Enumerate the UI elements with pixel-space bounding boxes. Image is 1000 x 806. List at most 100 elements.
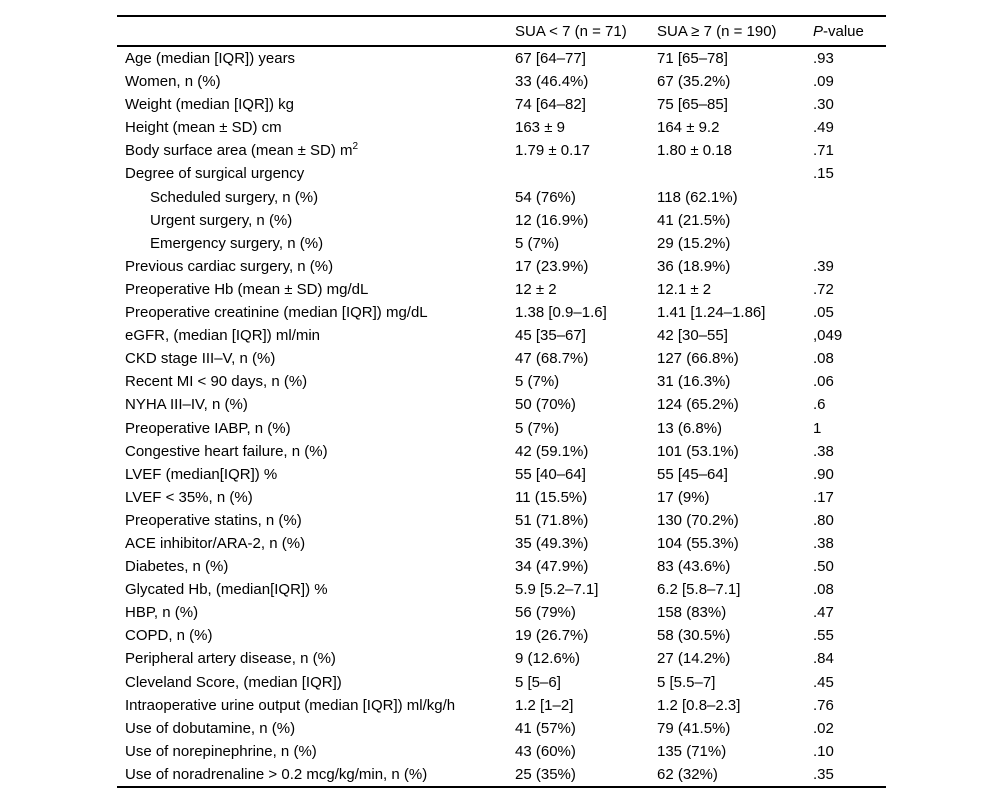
cell-p-value: .10: [813, 742, 834, 760]
row-label: Peripheral artery disease, n (%): [117, 647, 515, 670]
cell-sua-lt7: 51 (71.8%): [515, 511, 589, 529]
table-row: Peripheral artery disease, n (%) 9 (12.6…: [117, 647, 886, 670]
table-row: eGFR, (median [IQR]) ml/min 45 [35–67] 4…: [117, 324, 886, 347]
p-value-suffix: -value: [823, 22, 864, 40]
row-label: eGFR, (median [IQR]) ml/min: [117, 324, 515, 347]
row-label-text: Weight (median [IQR]) kg: [125, 96, 294, 114]
cell-sua-lt7: 25 (35%): [515, 765, 576, 783]
cell-p-value: ,049: [813, 327, 843, 345]
row-label: Degree of surgical urgency: [117, 162, 515, 185]
cell-sua-ge7: 164 ± 9.2: [657, 119, 720, 137]
row-label-text: Degree of surgical urgency: [125, 165, 305, 183]
row-label-text: Use of noradrenaline > 0.2 mcg/kg/min, n…: [125, 765, 428, 783]
cell-sua-ge7: 55 [45–64]: [657, 465, 728, 483]
row-label: Glycated Hb, (median[IQR]) %: [117, 578, 515, 601]
cell-sua-lt7: 55 [40–64]: [515, 465, 586, 483]
table-row: Emergency surgery, n (%) 5 (7%) 29 (15.2…: [117, 232, 886, 255]
row-label-text: CKD stage III–V, n (%): [125, 350, 276, 368]
patient-characteristics-table-container: SUA < 7 (n = 71) SUA ≥ 7 (n = 190) P-val…: [117, 15, 886, 788]
cell-p-value: .93: [813, 50, 834, 67]
row-label: CKD stage III–V, n (%): [117, 347, 515, 370]
row-label-text: ACE inhibitor/ARA-2, n (%): [125, 534, 306, 552]
row-label-text: eGFR, (median [IQR]) ml/min: [125, 327, 321, 345]
table-row: Cleveland Score, (median [IQR]) 5 [5–6] …: [117, 671, 886, 694]
cell-p-value: .90: [813, 465, 834, 483]
cell-sua-lt7: 19 (26.7%): [515, 627, 589, 645]
cell-p-value: .30: [813, 96, 834, 114]
cell-p-value: .06: [813, 373, 834, 391]
cell-p-value: .17: [813, 488, 834, 506]
cell-sua-lt7: 34 (47.9%): [515, 558, 589, 576]
cell-p-value: .38: [813, 534, 834, 552]
cell-p-value: [813, 209, 886, 232]
cell-p-value: .45: [813, 673, 834, 691]
cell-p-value: .39: [813, 257, 834, 275]
cell-p-value: .80: [813, 511, 834, 529]
table-row: Weight (median [IQR]) kg 74 [64–82] 75 […: [117, 93, 886, 116]
row-label-text: COPD, n (%): [125, 627, 213, 645]
cell-p-value: .76: [813, 696, 834, 714]
cell-sua-ge7: 1.41 [1.24–1.86]: [657, 304, 766, 322]
row-label-text: Cleveland Score, (median [IQR]): [125, 673, 342, 691]
row-label: Use of noradrenaline > 0.2 mcg/kg/min, n…: [117, 763, 515, 787]
cell-sua-lt7: 12 (16.9%): [515, 211, 589, 229]
cell-sua-ge7: 6.2 [5.8–7.1]: [657, 581, 741, 599]
cell-sua-ge7: 42 [30–55]: [657, 327, 728, 345]
p-value-italic-p: P: [813, 22, 824, 40]
cell-sua-lt7: 9 (12.6%): [515, 650, 581, 668]
row-label: LVEF < 35%, n (%): [117, 486, 515, 509]
table-row: Urgent surgery, n (%) 12 (16.9%) 41 (21.…: [117, 209, 886, 232]
cell-sua-ge7: 79 (41.5%): [657, 719, 731, 737]
table-row: LVEF (median[IQR]) % 55 [40–64] 55 [45–6…: [117, 463, 886, 486]
table-row: Glycated Hb, (median[IQR]) % 5.9 [5.2–7.…: [117, 578, 886, 601]
cell-sua-ge7: 27 (14.2%): [657, 650, 731, 668]
cell-sua-lt7: 1.38 [0.9–1.6]: [515, 304, 607, 322]
cell-p-value: [813, 232, 886, 255]
row-label-text: Preoperative IABP, n (%): [125, 419, 291, 437]
header-label-column: [117, 16, 515, 46]
cell-sua-ge7: 1.2 [0.8–2.3]: [657, 696, 741, 714]
row-label-text: HBP, n (%): [125, 604, 199, 622]
cell-sua-lt7: 163 ± 9: [515, 119, 565, 137]
cell-sua-ge7: 130 (70.2%): [657, 511, 739, 529]
row-label-text: Use of norepinephrine, n (%): [125, 742, 317, 760]
table-row: Height (mean ± SD) cm 163 ± 9 164 ± 9.2 …: [117, 116, 886, 139]
cell-p-value: .49: [813, 119, 834, 137]
table-header: SUA < 7 (n = 71) SUA ≥ 7 (n = 190) P-val…: [117, 16, 886, 46]
cell-sua-lt7: [515, 162, 657, 185]
row-label-text: Congestive heart failure, n (%): [125, 442, 328, 460]
cell-sua-ge7: 41 (21.5%): [657, 211, 731, 229]
cell-sua-ge7: 135 (71%): [657, 742, 727, 760]
table-row: Use of noradrenaline > 0.2 mcg/kg/min, n…: [117, 763, 886, 787]
table-row: Use of dobutamine, n (%) 41 (57%) 79 (41…: [117, 717, 886, 740]
cell-p-value: .08: [813, 350, 834, 368]
cell-sua-ge7: 36 (18.9%): [657, 257, 731, 275]
cell-sua-ge7: 13 (6.8%): [657, 419, 723, 437]
cell-p-value: .55: [813, 627, 834, 645]
row-label: Cleveland Score, (median [IQR]): [117, 671, 515, 694]
row-label-text: Intraoperative urine output (median [IQR…: [125, 696, 456, 714]
cell-sua-ge7: 31 (16.3%): [657, 373, 731, 391]
cell-sua-ge7: 29 (15.2%): [657, 234, 731, 252]
row-label: Preoperative IABP, n (%): [117, 417, 515, 440]
cell-p-value: .15: [813, 165, 834, 183]
table-row: Preoperative Hb (mean ± SD) mg/dL 12 ± 2…: [117, 278, 886, 301]
table-row: Diabetes, n (%) 34 (47.9%) 83 (43.6%) .5…: [117, 555, 886, 578]
cell-sua-ge7: 58 (30.5%): [657, 627, 731, 645]
table-row: Women, n (%) 33 (46.4%) 67 (35.2%) .09: [117, 70, 886, 93]
table-row: Body surface area (mean ± SD) m2 1.79 ± …: [117, 139, 886, 162]
row-label-text: Preoperative Hb (mean ± SD) mg/dL: [125, 280, 369, 298]
row-label: Diabetes, n (%): [117, 555, 515, 578]
row-label-text: Body surface area (mean ± SD) m: [125, 142, 353, 160]
header-p-value: P-value: [813, 16, 886, 46]
row-label: Use of dobutamine, n (%): [117, 717, 515, 740]
row-label-text: Emergency surgery, n (%): [150, 234, 324, 252]
row-label-text: LVEF (median[IQR]) %: [125, 465, 278, 483]
table-row: Recent MI < 90 days, n (%) 5 (7%) 31 (16…: [117, 370, 886, 393]
cell-sua-lt7: 1.79 ± 0.17: [515, 142, 590, 160]
row-label: Age (median [IQR]) years: [117, 46, 515, 70]
row-label-text: Scheduled surgery, n (%): [150, 188, 319, 206]
cell-sua-lt7: 50 (70%): [515, 396, 576, 414]
cell-p-value: .50: [813, 558, 834, 576]
patient-characteristics-table: SUA < 7 (n = 71) SUA ≥ 7 (n = 190) P-val…: [117, 15, 886, 788]
